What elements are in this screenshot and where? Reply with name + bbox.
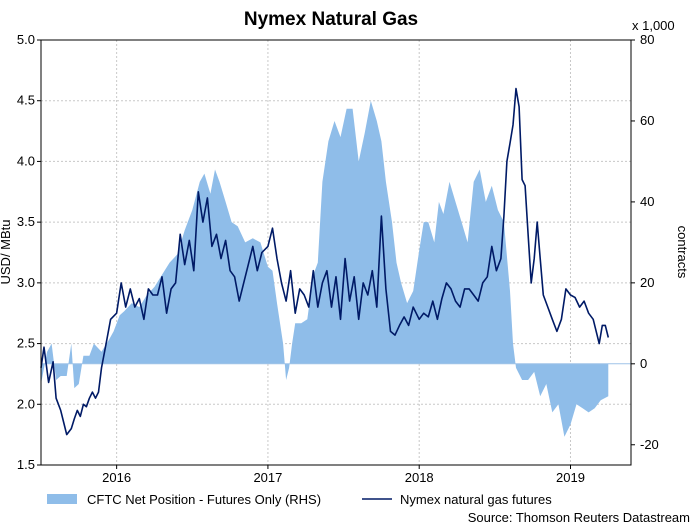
left-tick-label-5: 4.0 [17,153,35,168]
right-tick-label-1: 0 [640,356,647,371]
x-tick-label-0: 2016 [102,470,131,485]
left-tick-label-3: 3.0 [17,275,35,290]
left-axis-label: USD/ MBtu [0,219,13,284]
right-tick-label-5: 80 [640,32,654,47]
right-tick-label-4: 60 [640,113,654,128]
plot-frame [40,39,632,466]
right-tick-label-3: 40 [640,194,654,209]
legend-area-swatch [47,494,77,504]
legend-area-label: CFTC Net Position - Futures Only (RHS) [87,492,321,507]
right-tick-label-2: 20 [640,275,654,290]
gas-futures-polyline [40,87,610,436]
legend-line-label: Nymex natural gas futures [400,492,552,507]
left-tick-label-4: 3.5 [17,214,35,229]
left-tick-label-7: 5.0 [17,32,35,47]
source-note: Source: Thomson Reuters Datastream [468,510,690,525]
right-axis-multiplier: x 1,000 [632,18,675,33]
x-tick-label-1: 2017 [253,470,282,485]
x-tick-label-3: 2019 [556,470,585,485]
legend: CFTC Net Position - Futures Only (RHS) N… [47,492,552,507]
left-tick-label-0: 1.5 [17,457,35,472]
right-axis-ticks: -20 0 20 40 60 80 [631,32,659,452]
left-tick-label-2: 2.5 [17,336,35,351]
cftc-area-path [41,100,609,437]
left-axis-ticks: 1.5 2.0 2.5 3.0 3.5 4.0 4.5 5.0 [17,32,41,472]
left-tick-label-1: 2.0 [17,396,35,411]
x-axis-ticks: 2016 2017 2018 2019 [102,465,585,485]
left-tick-label-6: 4.5 [17,93,35,108]
right-axis-label: contracts [675,226,690,279]
cftc-net-position-area [41,100,609,437]
x-tick-label-2: 2018 [405,470,434,485]
chart-title: Nymex Natural Gas [244,9,418,30]
natural-gas-futures-line [40,87,610,436]
right-tick-label-0: -20 [640,437,659,452]
